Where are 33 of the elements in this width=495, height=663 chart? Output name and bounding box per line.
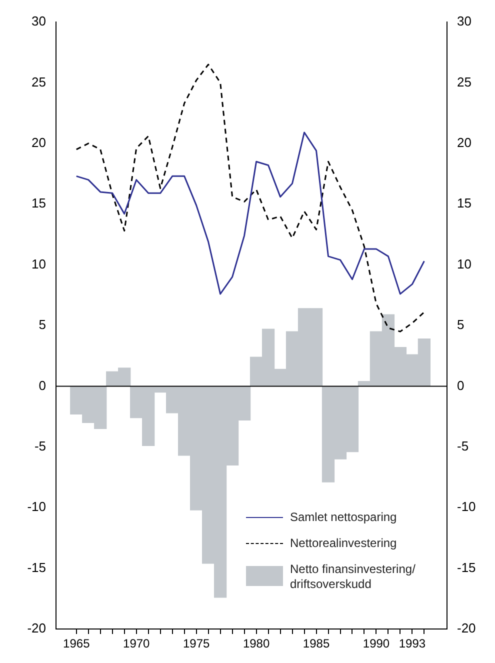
y-tick-label: -5 <box>34 438 46 454</box>
y2-tick-label: 0 <box>457 378 464 393</box>
x-tick-label: 1985 <box>302 636 330 651</box>
legend-label: Netto finansinvestering/driftsoverskudd <box>290 562 416 592</box>
y2-tick-label: 25 <box>457 74 472 90</box>
y-tick-label: -10 <box>27 499 46 514</box>
y-tick-label: 20 <box>32 134 46 150</box>
y2-tick-label: 5 <box>457 317 464 332</box>
y-tick-label: -20 <box>27 620 46 636</box>
y-tick-label: 15 <box>32 196 46 211</box>
y-tick-label: 5 <box>38 317 46 332</box>
y-tick-label: 10 <box>32 256 46 272</box>
x-tick-label: 1990 <box>362 636 390 651</box>
x-tick-label: 1980 <box>242 636 270 651</box>
y2-tick-label: 15 <box>457 196 472 211</box>
x-tick-label: 1965 <box>63 636 90 651</box>
y2-tick-label: -5 <box>457 438 469 454</box>
x-tick-label: 1975 <box>182 636 210 651</box>
line-series <box>76 64 425 332</box>
y-tick-label: 25 <box>32 74 46 90</box>
y2-tick-label: -15 <box>457 560 476 575</box>
y2-tick-label: -20 <box>457 620 476 636</box>
y-tick-label: 30 <box>32 14 46 29</box>
legend-label: Samlet nettosparing <box>290 510 397 525</box>
y2-tick-label: 10 <box>457 256 472 272</box>
x-tick-label: 1970 <box>123 636 150 651</box>
y-tick-label: 0 <box>38 378 46 393</box>
x-tick-label: 1993 <box>398 636 426 651</box>
y2-tick-label: 30 <box>457 14 472 29</box>
y-tick-label: -15 <box>27 560 46 575</box>
y2-tick-label: -10 <box>457 499 476 514</box>
y2-tick-label: 20 <box>457 134 472 150</box>
legend-label: Nettorealinvestering <box>290 536 397 551</box>
